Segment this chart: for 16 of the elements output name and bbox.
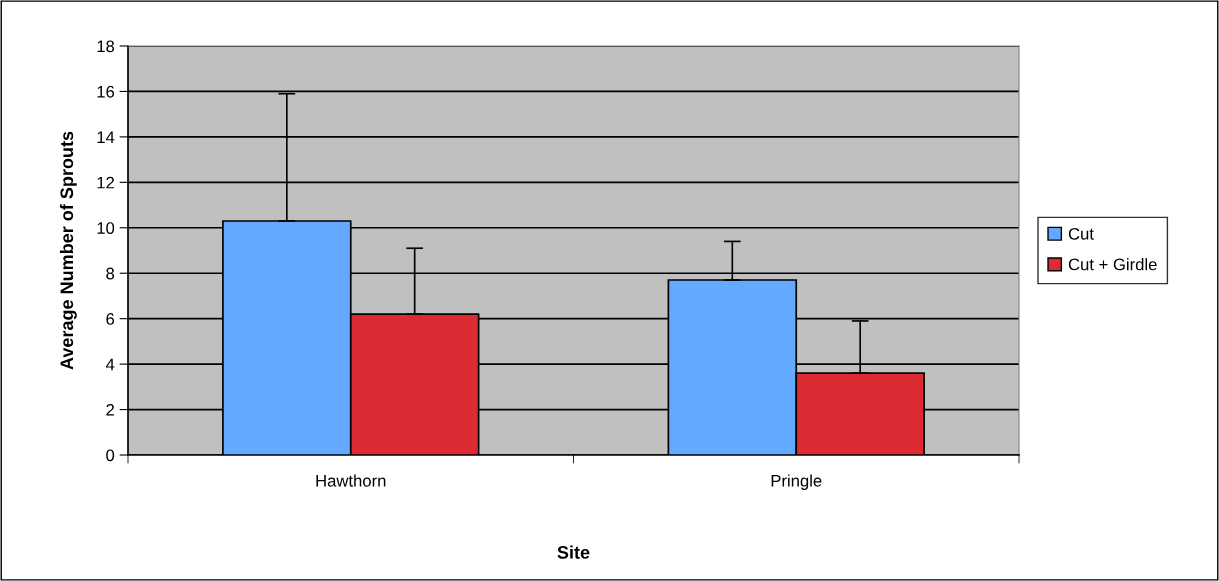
y-tick-label: 18 — [97, 40, 115, 53]
y-axis-title: Average Number of Sprouts — [59, 131, 77, 370]
y-tick-label: 12 — [97, 176, 114, 189]
x-tick-label: Pringle — [771, 474, 822, 490]
y-tick-label: 2 — [106, 403, 114, 416]
legend-label: Cut — [1068, 227, 1094, 240]
y-tick-label: 8 — [106, 267, 115, 280]
y-tick-label: 10 — [97, 222, 115, 234]
y-tick-label: 14 — [97, 131, 115, 143]
y-tick-label: 0 — [106, 449, 115, 462]
legend-label: Cut + Girdle — [1068, 258, 1157, 271]
y-tick-label: 16 — [97, 85, 115, 98]
y-tick-label: 4 — [105, 358, 115, 371]
y-tick-label: 6 — [106, 313, 115, 325]
x-axis-title: Site — [557, 545, 590, 559]
x-tick-label: Hawthorn — [316, 474, 386, 487]
